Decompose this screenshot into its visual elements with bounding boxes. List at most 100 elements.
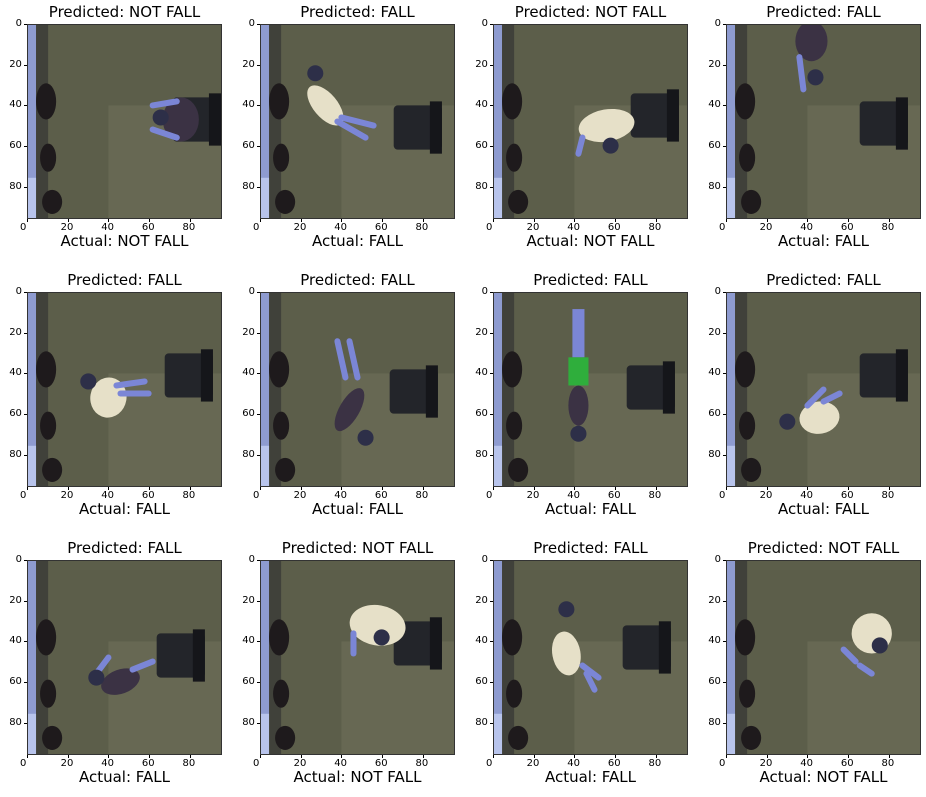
x-tick-mark xyxy=(108,755,110,758)
y-tick-mark xyxy=(723,600,726,602)
x-tick-label: 80 xyxy=(415,758,429,769)
actual-label: Actual: NOT FALL xyxy=(526,232,655,250)
x-tick-label: 80 xyxy=(881,758,895,769)
y-tick-mark xyxy=(24,105,27,107)
y-tick-label: 80 xyxy=(9,716,22,728)
frame-image xyxy=(493,292,688,487)
y-tick-mark xyxy=(490,413,493,415)
y-tick-mark xyxy=(723,454,726,456)
x-tick-mark xyxy=(300,755,302,758)
y-tick-label: 80 xyxy=(708,448,721,460)
y-tick-mark xyxy=(723,332,726,334)
x-tick-label: 0 xyxy=(253,758,260,769)
frame-image xyxy=(260,292,455,487)
x-tick-label: 60 xyxy=(607,222,621,233)
actual-label: Actual: NOT FALL xyxy=(293,768,422,786)
y-tick-label: 80 xyxy=(475,716,488,728)
y-tick-mark xyxy=(257,373,260,375)
x-tick-mark xyxy=(148,219,150,222)
y-tick-label: 60 xyxy=(9,675,22,687)
frame-image xyxy=(726,292,921,487)
x-tick-label: 60 xyxy=(840,758,854,769)
y-tick-mark xyxy=(723,641,726,643)
y-tick-label: 20 xyxy=(475,58,488,70)
y-tick-mark xyxy=(723,186,726,188)
x-tick-label: 60 xyxy=(607,758,621,769)
x-tick-mark xyxy=(888,219,890,222)
x-tick-mark xyxy=(381,755,383,758)
y-tick-mark xyxy=(24,64,27,66)
x-tick-mark xyxy=(807,755,809,758)
y-tick-mark xyxy=(723,292,726,293)
y-tick-label: 20 xyxy=(9,594,22,606)
y-tick-mark xyxy=(490,681,493,683)
y-tick-mark xyxy=(723,722,726,724)
x-tick-mark xyxy=(67,755,69,758)
x-tick-mark xyxy=(148,755,150,758)
x-tick-mark xyxy=(655,755,657,758)
x-tick-label: 80 xyxy=(415,490,429,501)
x-tick-mark xyxy=(493,487,494,490)
x-tick-label: 60 xyxy=(374,758,388,769)
y-tick-label: 0 xyxy=(15,554,22,565)
predicted-label: Predicted: FALL xyxy=(300,3,415,21)
x-tick-mark xyxy=(27,219,28,222)
x-tick-label: 60 xyxy=(374,222,388,233)
y-tick-label: 0 xyxy=(481,286,488,297)
x-tick-label: 80 xyxy=(182,222,196,233)
y-tick-label: 40 xyxy=(242,99,255,111)
x-tick-mark xyxy=(381,487,383,490)
x-tick-label: 80 xyxy=(415,222,429,233)
y-tick-label: 40 xyxy=(475,99,488,111)
y-tick-mark xyxy=(257,641,260,643)
frame-image xyxy=(260,24,455,219)
y-tick-label: 80 xyxy=(242,448,255,460)
x-tick-label: 0 xyxy=(486,222,493,233)
x-tick-mark xyxy=(108,487,110,490)
x-tick-label: 40 xyxy=(567,758,580,769)
y-tick-label: 40 xyxy=(242,367,255,379)
y-tick-label: 40 xyxy=(475,635,488,647)
y-tick-label: 20 xyxy=(242,326,255,338)
x-tick-mark xyxy=(341,755,343,758)
x-tick-label: 60 xyxy=(607,490,621,501)
x-tick-label: 40 xyxy=(334,222,347,233)
x-tick-label: 60 xyxy=(141,758,155,769)
x-tick-mark xyxy=(148,487,150,490)
y-tick-mark xyxy=(257,24,260,25)
predicted-label: Predicted: NOT FALL xyxy=(747,539,900,557)
x-tick-label: 20 xyxy=(759,758,773,769)
x-tick-mark xyxy=(189,755,191,758)
y-tick-label: 0 xyxy=(15,286,22,297)
y-tick-label: 60 xyxy=(9,407,22,419)
x-tick-label: 20 xyxy=(60,758,74,769)
actual-label: Actual: NOT FALL xyxy=(60,232,189,250)
frame-image xyxy=(726,560,921,755)
x-tick-mark xyxy=(300,219,302,222)
y-tick-label: 20 xyxy=(708,58,721,70)
x-tick-mark xyxy=(726,219,727,222)
y-tick-label: 20 xyxy=(242,58,255,70)
x-tick-label: 20 xyxy=(293,222,307,233)
y-tick-mark xyxy=(257,560,260,561)
y-tick-mark xyxy=(723,64,726,66)
predicted-label: Predicted: FALL xyxy=(766,3,881,21)
y-tick-mark xyxy=(257,292,260,293)
x-tick-label: 40 xyxy=(800,758,813,769)
x-tick-mark xyxy=(574,755,576,758)
x-tick-mark xyxy=(807,219,809,222)
x-tick-label: 80 xyxy=(648,222,662,233)
x-tick-mark xyxy=(655,219,657,222)
x-tick-mark xyxy=(189,219,191,222)
x-tick-mark xyxy=(260,219,261,222)
x-tick-mark xyxy=(533,755,535,758)
frame-image xyxy=(493,560,688,755)
y-tick-mark xyxy=(257,186,260,188)
y-tick-mark xyxy=(24,292,27,293)
actual-label: Actual: FALL xyxy=(311,500,404,518)
x-tick-mark xyxy=(766,219,768,222)
y-tick-label: 20 xyxy=(9,58,22,70)
x-tick-label: 0 xyxy=(20,758,27,769)
y-tick-mark xyxy=(257,332,260,334)
y-tick-label: 60 xyxy=(9,139,22,151)
